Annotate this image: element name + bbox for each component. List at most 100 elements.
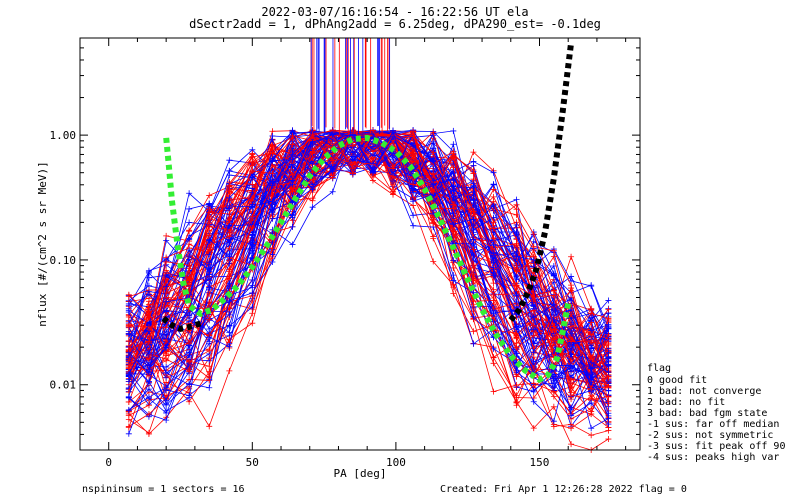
spectrum-marker <box>309 139 316 146</box>
spectrum-marker <box>145 394 152 401</box>
spectrum-marker <box>588 349 595 356</box>
spectrum-marker <box>163 409 170 416</box>
spectrum-marker <box>513 196 520 203</box>
spectrum-marker <box>450 257 457 264</box>
spectrum-marker <box>513 373 520 380</box>
spectrum-marker <box>450 164 457 171</box>
spectrum-marker <box>186 394 193 401</box>
spectrum-marker <box>186 227 193 234</box>
spectrum-marker <box>125 365 132 372</box>
spectrum-marker <box>605 436 612 443</box>
spectrum-marker <box>430 235 437 242</box>
spectrum-marker <box>568 330 575 337</box>
spectrum-marker <box>530 387 537 394</box>
spectrum-marker <box>550 247 557 254</box>
spectrum-marker <box>125 412 132 419</box>
legend-entry: 2 bad: no fit <box>647 397 725 408</box>
spectrum-marker <box>605 400 612 407</box>
spectrum-marker <box>206 192 213 199</box>
spectrum-marker <box>163 401 170 408</box>
spectrum-marker <box>369 160 376 167</box>
spectrum-marker <box>186 339 193 346</box>
spectrum-marker <box>186 219 193 226</box>
spectrum-marker <box>430 214 437 221</box>
spectrum-marker <box>450 201 457 208</box>
spectrum-marker <box>329 131 336 138</box>
spectrum-marker <box>410 222 417 229</box>
spectrum-marker <box>163 290 170 297</box>
spectrum-marker <box>588 411 595 418</box>
spectrum-marker <box>206 423 213 430</box>
spectrum-marker <box>450 193 457 200</box>
spectrum-marker <box>410 143 417 150</box>
legend-entry: -2 sus: not symmetric <box>647 430 773 441</box>
spectrum-marker <box>163 338 170 345</box>
spectrum-marker <box>269 215 276 222</box>
x-tick-label: 50 <box>246 456 259 469</box>
spectrum-marker <box>410 198 417 205</box>
spectrum-marker <box>513 392 520 399</box>
spectrum-marker <box>588 310 595 317</box>
spectrum-marker <box>226 188 233 195</box>
spectrum-marker <box>163 384 170 391</box>
spectrum-marker <box>249 289 256 296</box>
spectrum-marker <box>226 182 233 189</box>
spectrum-marker <box>588 405 595 412</box>
spectrum-marker <box>588 385 595 392</box>
spectrum-marker <box>513 211 520 218</box>
spectrum-marker <box>568 406 575 413</box>
spectrum-marker <box>550 279 557 286</box>
spectrum-marker <box>145 402 152 409</box>
spectrum-marker <box>289 151 296 158</box>
spectrum-marker <box>605 421 612 428</box>
spectrum-marker <box>450 264 457 271</box>
spectrum-marker <box>269 245 276 252</box>
spectrum-marker <box>125 300 132 307</box>
spectrum-marker <box>226 216 233 223</box>
spectrum-marker <box>249 284 256 291</box>
spectrum-marker <box>513 350 520 357</box>
spectrum-marker <box>226 311 233 318</box>
spectrum-marker <box>513 344 520 351</box>
spectrum-marker <box>530 322 537 329</box>
spectrum-marker <box>568 253 575 260</box>
legend-entry: 1 bad: not converge <box>647 386 761 397</box>
spectrum-marker <box>269 157 276 164</box>
x-tick-label: 0 <box>105 456 112 469</box>
spectrum-marker <box>470 271 477 278</box>
spectrum-marker <box>226 273 233 280</box>
spectrum-marker <box>450 127 457 134</box>
spectrum-marker <box>588 282 595 289</box>
spectrum-marker <box>470 276 477 283</box>
spectrum-marker <box>530 380 537 387</box>
spectrum-marker <box>163 417 170 424</box>
spectrum-marker <box>605 410 612 417</box>
spectrum-marker <box>490 388 497 395</box>
spectrum-marker <box>249 297 256 304</box>
spectrum-marker <box>550 377 557 384</box>
spectrum-marker <box>513 381 520 388</box>
spectrum-marker <box>125 291 132 298</box>
y-axis-label: nflux [#/(cm^2 s sr MeV)] <box>36 161 49 327</box>
spectrum-marker <box>249 181 256 188</box>
spectrum-marker <box>470 183 477 190</box>
spectrum-marker <box>470 298 477 305</box>
fit-curves <box>161 42 575 384</box>
spectrum-marker <box>163 258 170 265</box>
spectrum-marker <box>588 425 595 432</box>
spectrum-marker <box>513 268 520 275</box>
legend-entry: 0 good fit <box>647 375 707 386</box>
spectrum-marker <box>186 247 193 254</box>
spectrum-marker <box>410 212 417 219</box>
spectrum-marker <box>530 358 537 365</box>
spectrum-marker <box>568 441 575 448</box>
spectrum-marker <box>249 213 256 220</box>
spectrum-marker <box>588 432 595 439</box>
spectrum-marker <box>145 350 152 357</box>
spectrum-marker <box>550 336 557 343</box>
spectrum-marker <box>145 378 152 385</box>
spectrum-marker <box>530 314 537 321</box>
spectrum-marker <box>450 152 457 159</box>
spectrum-marker <box>269 251 276 258</box>
